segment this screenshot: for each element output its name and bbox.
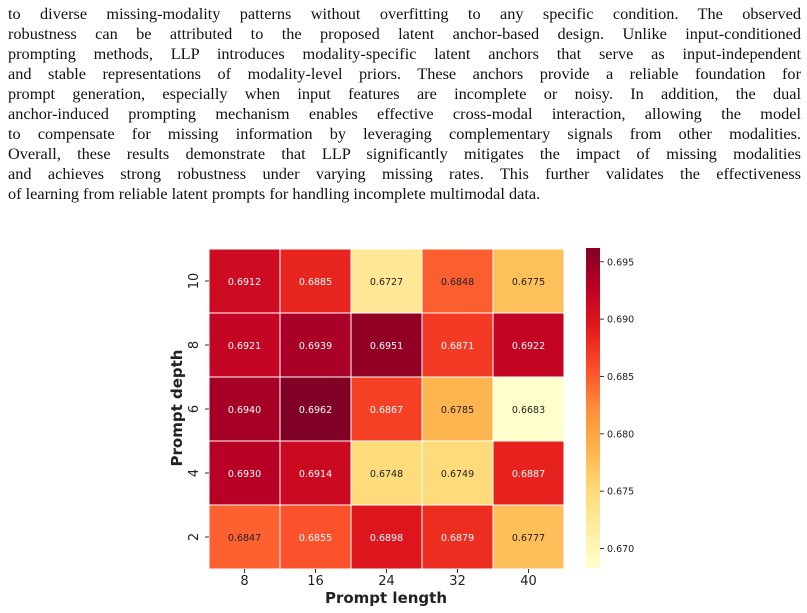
paragraph-line: to diverse missing-modality patterns wit… <box>8 4 801 23</box>
paragraph-line: and achieves strong robustness under var… <box>8 164 801 183</box>
cell-value-label: 0.6951 <box>370 341 403 352</box>
cell-value-label: 0.6885 <box>299 277 332 288</box>
y-tick-label: 8 <box>187 341 202 349</box>
cell-value-label: 0.6683 <box>512 405 545 416</box>
paragraph-line: anchor-induced prompting mechanism enabl… <box>8 104 801 123</box>
heatmap-cell <box>350 376 423 442</box>
cell-value-label: 0.6914 <box>299 469 332 480</box>
x-tick-label: 32 <box>449 574 466 589</box>
colorbar-tick-label: 0.685 <box>607 372 634 383</box>
cell-value-label: 0.6879 <box>441 533 474 544</box>
heatmap-cell <box>492 376 565 442</box>
paragraph-line: Overall, these results demonstrate that … <box>8 144 801 163</box>
heatmap-cell <box>279 440 352 506</box>
y-tick-label: 2 <box>187 533 202 541</box>
colorbar-tick-label: 0.695 <box>607 257 634 268</box>
y-tick-label: 6 <box>187 405 202 413</box>
cell-value-label: 0.6939 <box>299 341 332 352</box>
heatmap-cell <box>492 312 565 378</box>
heatmap-cells: 0.6912 0.6885 0.6727 0.6848 0.6775 0.6921 0.69… <box>208 248 565 570</box>
cell-value-label: 0.6855 <box>299 533 332 544</box>
cell-value-label: 0.6930 <box>228 469 261 480</box>
heatmap-cell <box>492 248 565 314</box>
heatmap-cell <box>421 248 494 314</box>
heatmap-cell <box>421 440 494 506</box>
y-tick-labels: 10 8 6 4 2 <box>187 273 209 541</box>
paragraph-line: and stable representations of modality-l… <box>8 64 801 83</box>
x-tick-label: 8 <box>240 574 248 589</box>
cell-value-label: 0.6748 <box>370 469 403 480</box>
colorbar-tick-label: 0.690 <box>607 315 634 326</box>
heatmap-cell <box>208 504 281 570</box>
cell-value-label: 0.6912 <box>228 277 261 288</box>
x-tick-label: 16 <box>307 574 324 589</box>
heatmap-cell <box>421 312 494 378</box>
heatmap-cell <box>279 376 352 442</box>
cell-value-label: 0.6867 <box>370 405 403 416</box>
colorbar <box>586 248 600 568</box>
cell-value-label: 0.6921 <box>228 341 261 352</box>
colorbar-tick-label: 0.680 <box>607 429 634 440</box>
colorbar-tick-label: 0.670 <box>607 544 634 555</box>
cell-value-label: 0.6848 <box>441 277 474 288</box>
paragraph-line: to compensate for missing information by… <box>8 124 801 143</box>
colorbar-tick-label: 0.675 <box>607 487 634 498</box>
paragraph-line: prompt generation, especially when input… <box>8 84 801 103</box>
cell-value-label: 0.6922 <box>512 341 545 352</box>
paragraph-line: prompting methods, LLP introduces modali… <box>8 44 801 63</box>
y-axis-label: Prompt depth <box>168 350 186 467</box>
cell-value-label: 0.6887 <box>512 469 545 480</box>
x-tick-label: 40 <box>520 574 537 589</box>
x-axis-label: Prompt length <box>325 589 447 607</box>
heatmap-cell <box>208 440 281 506</box>
y-tick-label: 10 <box>187 273 202 290</box>
heatmap-cell <box>492 504 565 570</box>
cell-value-label: 0.6871 <box>441 341 474 352</box>
body-paragraph: to diverse missing-modality patterns wit… <box>8 4 801 204</box>
heatmap-cell <box>208 312 281 378</box>
cell-value-label: 0.6727 <box>370 277 403 288</box>
heatmap-cell <box>350 504 423 570</box>
cell-value-label: 0.6898 <box>370 533 403 544</box>
paragraph-line: of learning from reliable latent prompts… <box>8 184 541 203</box>
cell-value-label: 0.6940 <box>228 405 261 416</box>
cell-value-label: 0.6777 <box>512 533 545 544</box>
cell-value-label: 0.6775 <box>512 277 545 288</box>
y-tick-label: 4 <box>187 469 202 477</box>
cell-value-label: 0.6962 <box>299 405 332 416</box>
x-tick-label: 24 <box>378 574 395 589</box>
paragraph-line: robustness can be attributed to the prop… <box>8 24 801 43</box>
heatmap-cell <box>421 504 494 570</box>
heatmap-cell <box>421 376 494 442</box>
cell-value-label: 0.6749 <box>441 469 474 480</box>
x-tick-labels: 8 16 24 32 40 <box>240 569 537 589</box>
cell-value-label: 0.6785 <box>441 405 474 416</box>
colorbar-ticks: 0.670 0.675 0.680 0.685 0.690 0.695 <box>600 257 634 555</box>
heatmap-cell <box>350 440 423 506</box>
cell-value-label: 0.6847 <box>228 533 261 544</box>
